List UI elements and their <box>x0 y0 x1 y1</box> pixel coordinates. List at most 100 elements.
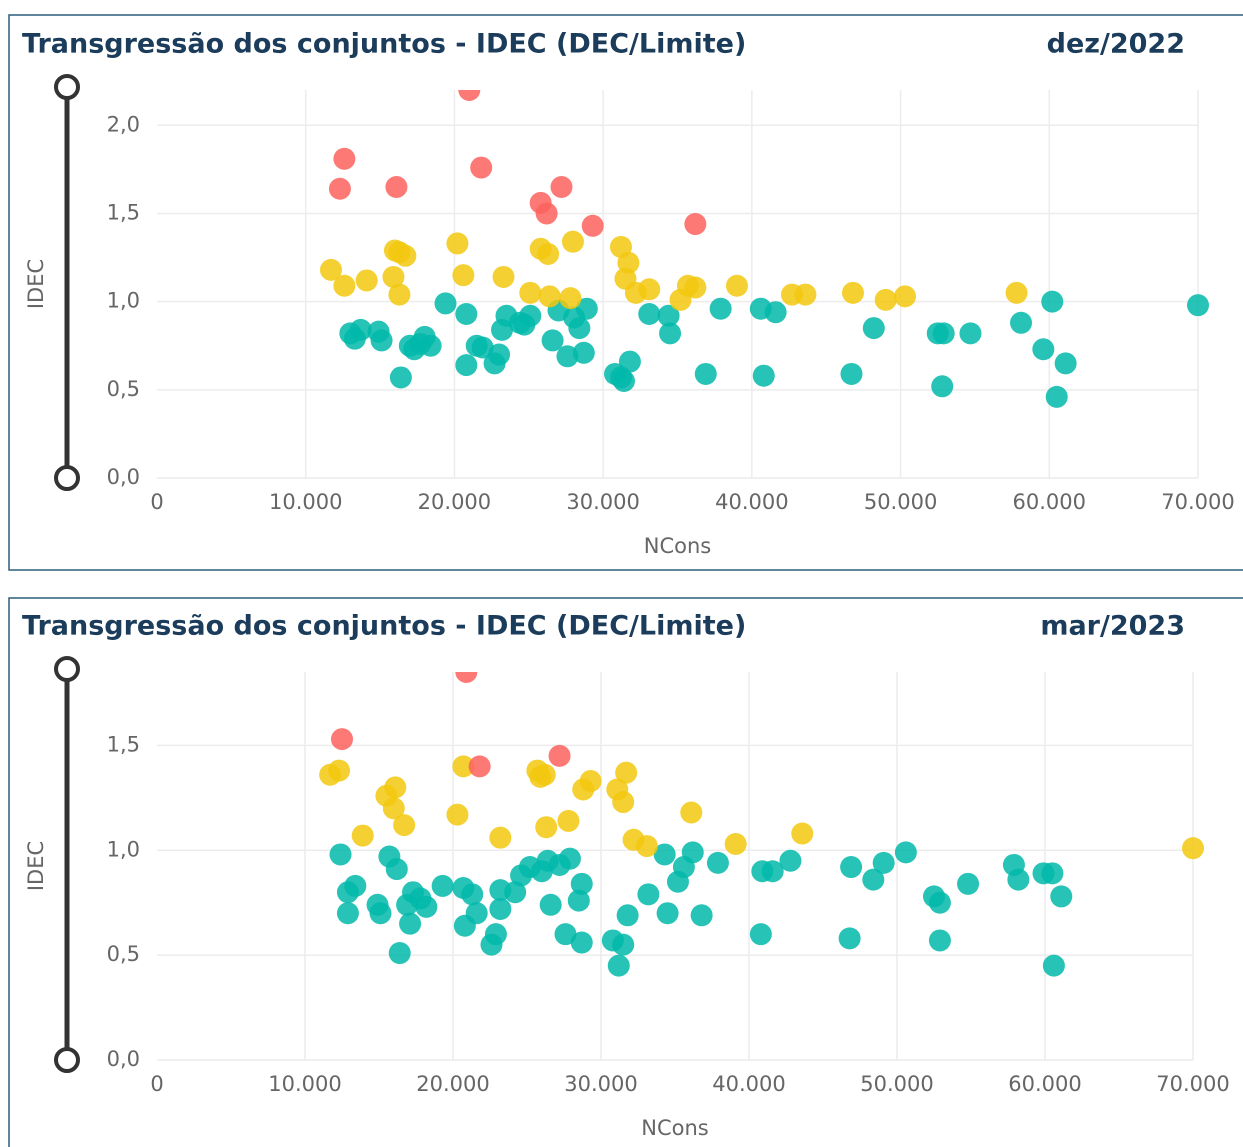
y-tick-label: 1,5 <box>107 732 140 756</box>
point <box>568 317 591 340</box>
point <box>959 322 982 345</box>
slider-handle[interactable] <box>54 656 80 682</box>
point <box>653 843 676 866</box>
point <box>559 287 582 310</box>
point <box>452 264 475 287</box>
point <box>465 902 488 925</box>
point <box>1182 837 1204 860</box>
point <box>794 283 817 306</box>
point <box>570 931 593 954</box>
point <box>1042 954 1065 977</box>
x-tick-label: 40.000 <box>715 490 788 514</box>
point <box>637 883 660 906</box>
point <box>779 849 802 872</box>
point <box>1050 885 1073 908</box>
point <box>1010 311 1033 334</box>
point <box>382 797 405 820</box>
point <box>434 292 457 315</box>
point <box>840 362 863 385</box>
x-tick-label: 0 <box>150 490 163 514</box>
slider-handle[interactable] <box>54 74 80 100</box>
point <box>538 285 561 308</box>
point <box>388 942 411 965</box>
slider-handle[interactable] <box>54 465 80 491</box>
point <box>618 350 641 373</box>
point <box>1054 352 1077 375</box>
point <box>862 868 885 891</box>
point <box>533 763 556 786</box>
x-axis-label: NCons <box>644 534 711 558</box>
point <box>932 322 955 345</box>
y-tick-label: 0,0 <box>107 465 140 489</box>
x-axis-label: NCons <box>641 1116 708 1140</box>
point <box>535 202 558 225</box>
point <box>519 281 542 304</box>
point <box>570 872 593 895</box>
point <box>458 90 481 101</box>
point <box>455 302 478 325</box>
point <box>419 334 442 357</box>
point <box>558 847 581 870</box>
point <box>461 883 484 906</box>
point <box>394 244 417 267</box>
point <box>489 826 512 849</box>
point <box>351 824 374 847</box>
x-tick-label: 10.000 <box>268 1072 341 1096</box>
x-tick-label: 40.000 <box>712 1072 785 1096</box>
x-tick-label: 60.000 <box>1013 490 1086 514</box>
point <box>489 897 512 920</box>
x-tick-label: 70.000 <box>1161 490 1234 514</box>
x-tick-label: 30.000 <box>564 1072 637 1096</box>
point <box>328 177 351 200</box>
point <box>612 370 635 392</box>
y-tick-label: 1,5 <box>107 200 140 224</box>
point <box>724 832 747 855</box>
point <box>492 265 515 288</box>
y-tick-label: 1,0 <box>107 289 140 313</box>
y-tick-label: 0,5 <box>107 377 140 401</box>
point <box>894 841 917 864</box>
point <box>894 285 917 308</box>
point <box>336 902 359 925</box>
point <box>355 269 378 292</box>
point <box>369 902 392 925</box>
period-label: mar/2023 <box>1040 611 1185 642</box>
point <box>928 891 951 914</box>
point <box>415 895 438 918</box>
point <box>344 874 367 897</box>
point <box>1032 338 1055 361</box>
point <box>874 288 897 311</box>
points <box>319 90 1209 408</box>
point <box>388 283 411 306</box>
point <box>331 728 353 751</box>
y-tick-label: 2,0 <box>107 112 140 136</box>
point <box>561 230 584 253</box>
point <box>1041 862 1064 885</box>
point <box>680 801 703 824</box>
x-tick-label: 30.000 <box>566 490 639 514</box>
point <box>535 816 558 839</box>
panel-2: Transgressão dos conjuntos - IDEC (DEC/L… <box>8 597 1243 1147</box>
point <box>752 364 775 387</box>
point <box>615 761 638 784</box>
point <box>656 902 679 925</box>
point <box>541 329 564 352</box>
point <box>684 276 707 299</box>
x-tick-label: 60.000 <box>1008 1072 1081 1096</box>
point <box>706 851 729 874</box>
point <box>1045 385 1068 408</box>
slider-handle[interactable] <box>54 1047 80 1073</box>
point <box>385 858 408 881</box>
point <box>928 929 951 952</box>
point <box>1007 868 1030 891</box>
point <box>607 954 630 977</box>
period-label: dez/2022 <box>1047 29 1185 60</box>
point <box>455 354 478 377</box>
point <box>468 755 491 778</box>
point <box>612 791 635 814</box>
point <box>370 329 393 352</box>
point <box>488 343 511 366</box>
point <box>393 814 416 837</box>
point <box>557 809 580 832</box>
x-tick-label: 10.000 <box>269 490 342 514</box>
